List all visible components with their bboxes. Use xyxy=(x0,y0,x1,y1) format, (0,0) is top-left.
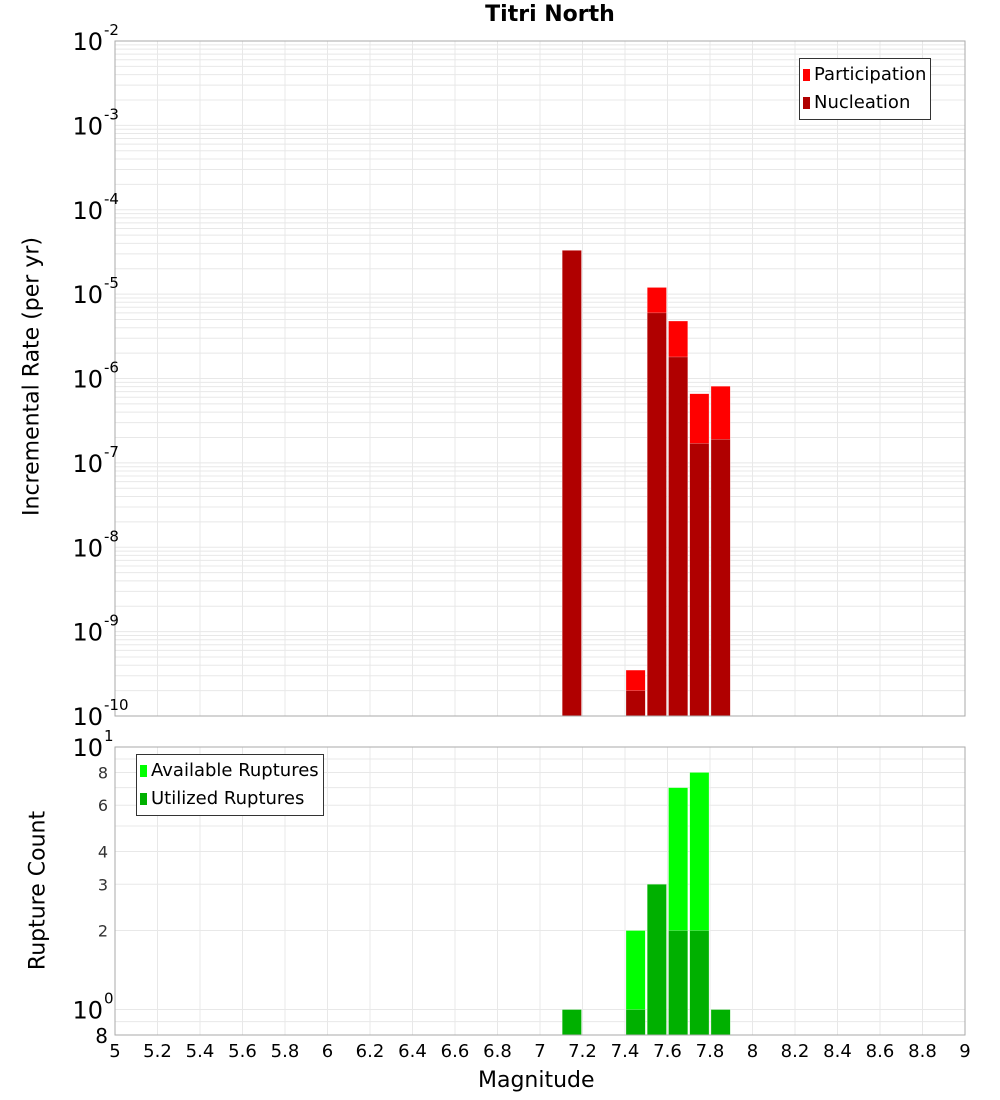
nucleation-swatch-icon xyxy=(803,97,810,109)
bar-utilized-ruptures xyxy=(689,930,710,1036)
y-tick-label: 10 xyxy=(72,534,103,562)
bar-utilized-ruptures xyxy=(668,930,688,1036)
legend-item-nucleation: Nucleation xyxy=(803,89,926,117)
bar-nucleation xyxy=(668,356,688,717)
y-tick-label: 3 xyxy=(98,875,108,894)
y-tick-label: 8 xyxy=(98,763,108,782)
x-tick-label: 8 xyxy=(747,1041,758,1062)
x-tick-label: 5.2 xyxy=(143,1041,172,1062)
x-tick-label: 6.6 xyxy=(441,1041,470,1062)
y-tick-label: 10 xyxy=(72,28,103,56)
legend-label: Participation xyxy=(814,64,927,85)
y-tick-exponent: 1 xyxy=(104,727,114,745)
x-tick-label: 8.6 xyxy=(866,1041,895,1062)
y-tick-label: 10 xyxy=(72,703,103,731)
bar-utilized-ruptures xyxy=(647,884,667,1036)
bottom-y-axis-label: Rupture Count xyxy=(25,810,51,971)
bar-nucleation xyxy=(562,250,582,717)
y-tick-exponent: 0 xyxy=(104,990,114,1008)
x-tick-label: 6.4 xyxy=(398,1041,427,1062)
x-tick-label: 8.8 xyxy=(908,1041,937,1062)
bar-utilized-ruptures xyxy=(562,1009,582,1036)
participation-swatch-icon xyxy=(803,69,810,81)
bar-nucleation xyxy=(689,443,710,717)
y-tick-exponent: -8 xyxy=(104,527,119,545)
bar-nucleation xyxy=(647,312,667,717)
chart-title-text: Titri North xyxy=(485,2,615,27)
top-legend: Participation Nucleation xyxy=(799,58,932,120)
legend-label: Utilized Ruptures xyxy=(151,788,305,809)
y-tick-exponent: -7 xyxy=(104,443,119,461)
y-tick-exponent: -2 xyxy=(104,21,119,39)
x-tick-label: 7.6 xyxy=(653,1041,682,1062)
top-y-axis-label: Incremental Rate (per yr) xyxy=(19,237,45,516)
x-tick-label: 5.8 xyxy=(271,1041,300,1062)
y-tick-label: 4 xyxy=(98,842,108,861)
x-tick-label: 7.4 xyxy=(611,1041,640,1062)
x-tick-label: 9 xyxy=(959,1041,970,1062)
y-tick-label: 10 xyxy=(72,619,103,647)
y-tick-label: 6 xyxy=(98,796,108,815)
bar-utilized-ruptures xyxy=(625,1009,646,1036)
x-tick-label: 7 xyxy=(534,1041,545,1062)
legend-label: Available Ruptures xyxy=(151,760,319,781)
y-tick-label: 10 xyxy=(72,450,103,478)
x-tick-label: 6 xyxy=(322,1041,333,1062)
legend-item-utilized-ruptures: Utilized Ruptures xyxy=(140,785,319,813)
legend-label: Nucleation xyxy=(814,92,911,113)
bottom-legend: Available Ruptures Utilized Ruptures xyxy=(136,754,324,816)
plot-border xyxy=(114,40,966,717)
y-tick-label: 8 xyxy=(95,1024,108,1048)
bar-nucleation xyxy=(710,439,731,717)
x-tick-label: 5.6 xyxy=(228,1041,257,1062)
x-axis-label: Magnitude xyxy=(478,1068,595,1093)
y-tick-exponent: -4 xyxy=(104,190,119,208)
y-tick-label: 10 xyxy=(72,366,103,394)
x-tick-label: 7.8 xyxy=(696,1041,725,1062)
plot-border xyxy=(114,746,966,1036)
x-tick-label: 8.2 xyxy=(781,1041,810,1062)
y-tick-exponent: -6 xyxy=(104,359,119,377)
legend-item-available-ruptures: Available Ruptures xyxy=(140,757,319,785)
y-tick-label: 10 xyxy=(72,112,103,140)
y-tick-label: 10 xyxy=(72,197,103,225)
bar-nucleation xyxy=(625,690,646,717)
x-tick-label: 5 xyxy=(109,1041,120,1062)
y-tick-label: 2 xyxy=(98,922,108,941)
y-tick-exponent: -3 xyxy=(104,105,119,123)
x-tick-label: 5.4 xyxy=(186,1041,215,1062)
x-tick-label: 6.2 xyxy=(356,1041,385,1062)
x-tick-label: 8.4 xyxy=(823,1041,852,1062)
y-tick-exponent: -5 xyxy=(104,274,119,292)
y-tick-label: 10 xyxy=(72,734,103,762)
bar-utilized-ruptures xyxy=(710,1009,731,1036)
utilized-swatch-icon xyxy=(140,793,147,805)
y-tick-label: 10 xyxy=(72,997,103,1025)
x-tick-label: 6.8 xyxy=(483,1041,512,1062)
available-swatch-icon xyxy=(140,765,147,777)
legend-item-participation: Participation xyxy=(803,61,926,89)
x-tick-label: 7.2 xyxy=(568,1041,597,1062)
y-tick-exponent: -9 xyxy=(104,612,119,630)
y-tick-label: 10 xyxy=(72,281,103,309)
y-tick-exponent: -10 xyxy=(104,696,129,714)
chart-title: Titri North xyxy=(0,2,1000,27)
